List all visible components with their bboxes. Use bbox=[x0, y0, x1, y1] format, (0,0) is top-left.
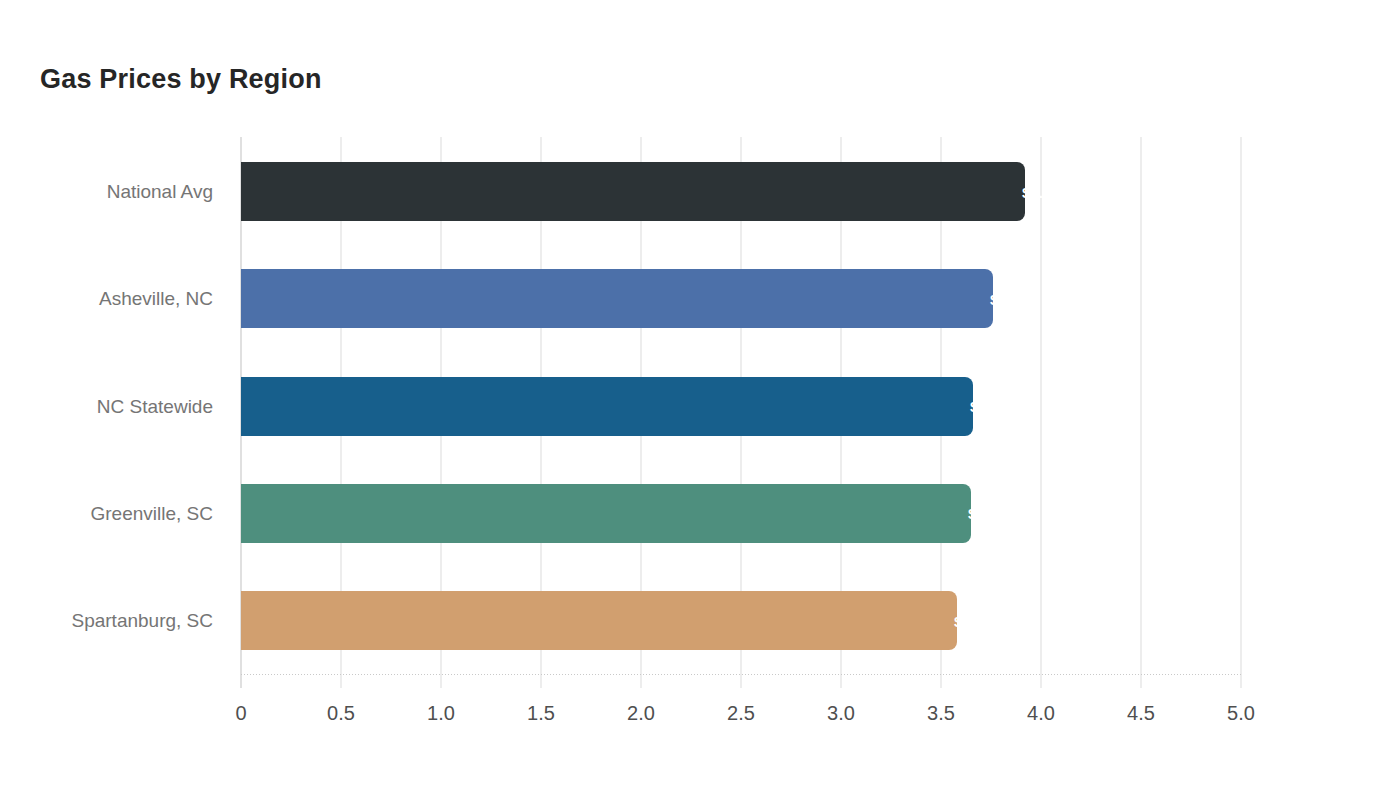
x-axis-line bbox=[241, 674, 1241, 675]
bar-spartanburg-sc: $3.58 bbox=[241, 591, 957, 650]
category-label-nc-statewide: NC Statewide bbox=[0, 377, 213, 436]
bar-value-label: $3.66 bbox=[970, 398, 1008, 415]
category-label-national-avg: National Avg bbox=[0, 162, 213, 221]
x-tick-label-0: 0 bbox=[191, 702, 291, 725]
bar-greenville-sc: $3.65 bbox=[241, 484, 971, 543]
x-tick-label-1.5: 1.5 bbox=[491, 702, 591, 725]
x-tick-label-1.0: 1.0 bbox=[391, 702, 491, 725]
bar-value-label: $3.76 bbox=[990, 290, 1028, 307]
x-tick-label-5.0: 5.0 bbox=[1191, 702, 1291, 725]
bar-value-label: $3.65 bbox=[968, 505, 1006, 522]
bar-nc-statewide: $3.66 bbox=[241, 377, 973, 436]
bar-value-label: $3.58 bbox=[954, 612, 992, 629]
gridline-x-4.5 bbox=[1140, 137, 1142, 688]
category-label-greenville-sc: Greenville, SC bbox=[0, 484, 213, 543]
gridline-x-4.0 bbox=[1040, 137, 1042, 688]
x-tick-label-0.5: 0.5 bbox=[291, 702, 391, 725]
x-tick-label-2.0: 2.0 bbox=[591, 702, 691, 725]
gas-prices-chart: Gas Prices by Region National Avg Ashevil… bbox=[0, 0, 1400, 800]
x-tick-label-4.5: 4.5 bbox=[1091, 702, 1191, 725]
x-tick-label-4.0: 4.0 bbox=[991, 702, 1091, 725]
category-label-asheville-nc: Asheville, NC bbox=[0, 269, 213, 328]
x-tick-label-3.0: 3.0 bbox=[791, 702, 891, 725]
category-label-spartanburg-sc: Spartanburg, SC bbox=[0, 591, 213, 650]
plot-area: $3.92 $3.76 $3.66 $3.65 $3.58 bbox=[241, 137, 1241, 676]
x-tick-label-3.5: 3.5 bbox=[891, 702, 991, 725]
gridline-x-5.0 bbox=[1240, 137, 1242, 688]
x-tick-label-2.5: 2.5 bbox=[691, 702, 791, 725]
bar-asheville-nc: $3.76 bbox=[241, 269, 993, 328]
chart-title: Gas Prices by Region bbox=[40, 64, 322, 95]
bar-national-avg: $3.92 bbox=[241, 162, 1025, 221]
